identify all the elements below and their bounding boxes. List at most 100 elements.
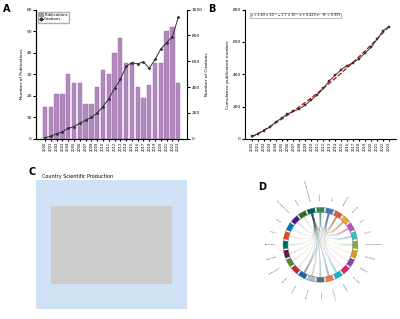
Polygon shape [353, 241, 358, 249]
Text: SOUTH KOREA: SOUTH KOREA [365, 244, 382, 245]
Text: C: C [28, 167, 36, 177]
Polygon shape [297, 213, 315, 233]
Polygon shape [341, 265, 350, 274]
Bar [147, 85, 152, 139]
Polygon shape [283, 241, 288, 249]
Bar [112, 53, 117, 139]
Polygon shape [346, 258, 354, 267]
Text: SPAIN: SPAIN [294, 199, 298, 206]
Text: CANADA: CANADA [292, 284, 298, 293]
Polygon shape [292, 213, 315, 262]
Polygon shape [311, 213, 317, 277]
Bar [72, 83, 76, 139]
Bar [60, 93, 64, 139]
Polygon shape [311, 213, 330, 277]
Polygon shape [324, 213, 330, 277]
Polygon shape [303, 213, 316, 273]
Polygon shape [286, 223, 294, 232]
Bar [141, 98, 146, 139]
Polygon shape [303, 213, 330, 273]
Text: FRANCE: FRANCE [352, 206, 359, 213]
Text: BRAZIL: BRAZIL [282, 276, 289, 283]
Polygon shape [325, 213, 338, 273]
Y-axis label: Number of Citations: Number of Citations [204, 52, 208, 96]
Text: B: B [208, 4, 216, 14]
Text: TURKEY: TURKEY [342, 284, 348, 292]
Polygon shape [291, 216, 300, 225]
Text: D: D [258, 182, 266, 192]
Bar [51, 206, 172, 284]
Bar [130, 63, 134, 139]
Text: CHINA: CHINA [320, 192, 321, 200]
Polygon shape [346, 223, 354, 232]
Polygon shape [311, 213, 353, 246]
Polygon shape [286, 258, 294, 267]
Polygon shape [325, 258, 338, 277]
Text: NETHERLANDS: NETHERLANDS [275, 200, 289, 213]
Polygon shape [325, 213, 338, 232]
Polygon shape [341, 216, 350, 225]
Polygon shape [326, 213, 349, 236]
Text: UNITED KINGDOM: UNITED KINGDOM [302, 180, 309, 202]
Bar [124, 63, 128, 139]
Bar [78, 83, 82, 139]
Polygon shape [334, 211, 342, 219]
Bar [106, 74, 111, 139]
Text: LEBANON: LEBANON [364, 256, 375, 260]
Polygon shape [311, 213, 338, 273]
Polygon shape [311, 213, 352, 254]
Polygon shape [328, 216, 344, 234]
Bar [153, 63, 157, 139]
Polygon shape [291, 265, 300, 274]
Polygon shape [307, 275, 316, 282]
Polygon shape [292, 213, 315, 236]
Polygon shape [319, 212, 338, 232]
Polygon shape [297, 213, 315, 269]
Polygon shape [325, 208, 334, 214]
Polygon shape [329, 216, 349, 236]
Text: A: A [3, 4, 10, 14]
Text: GERMANY: GERMANY [342, 195, 350, 206]
Polygon shape [303, 213, 316, 232]
Bar [164, 31, 169, 139]
Polygon shape [288, 213, 315, 246]
Polygon shape [311, 213, 344, 234]
Bar [176, 83, 180, 139]
Text: FINLAND: FINLAND [266, 256, 277, 260]
Polygon shape [311, 213, 317, 277]
Polygon shape [326, 213, 344, 233]
Polygon shape [303, 212, 321, 273]
Bar [84, 104, 88, 139]
Polygon shape [311, 213, 321, 277]
Text: USA: USA [332, 197, 334, 202]
Bar [170, 27, 174, 139]
Bar [43, 107, 47, 139]
Polygon shape [289, 213, 315, 239]
Text: y = 1.69 × 10⁻² − 1.7 × 10⁻¹ x + 0.429 x²   R² = 0.997: y = 1.69 × 10⁻² − 1.7 × 10⁻¹ x + 0.429 x… [251, 13, 340, 18]
Polygon shape [311, 213, 352, 239]
Polygon shape [351, 231, 357, 240]
Polygon shape [332, 221, 349, 237]
Polygon shape [311, 212, 321, 231]
Polygon shape [289, 213, 315, 254]
Polygon shape [311, 213, 349, 236]
Polygon shape [325, 275, 334, 282]
Text: Country Scientific Production: Country Scientific Production [42, 174, 113, 179]
Polygon shape [284, 250, 290, 258]
Bar [95, 87, 99, 139]
Polygon shape [316, 277, 324, 282]
Polygon shape [303, 216, 338, 273]
Bar [136, 87, 140, 139]
Polygon shape [311, 213, 330, 277]
Polygon shape [319, 212, 344, 233]
Polygon shape [319, 212, 330, 231]
Polygon shape [298, 271, 307, 279]
Polygon shape [330, 244, 353, 273]
Text: IRAN: IRAN [276, 219, 282, 223]
Polygon shape [334, 235, 353, 246]
Polygon shape [311, 213, 321, 277]
Polygon shape [307, 208, 316, 214]
Text: ARGENTINA: ARGENTINA [269, 267, 282, 275]
Y-axis label: Number of Publications: Number of Publications [20, 49, 24, 100]
Polygon shape [316, 207, 324, 212]
